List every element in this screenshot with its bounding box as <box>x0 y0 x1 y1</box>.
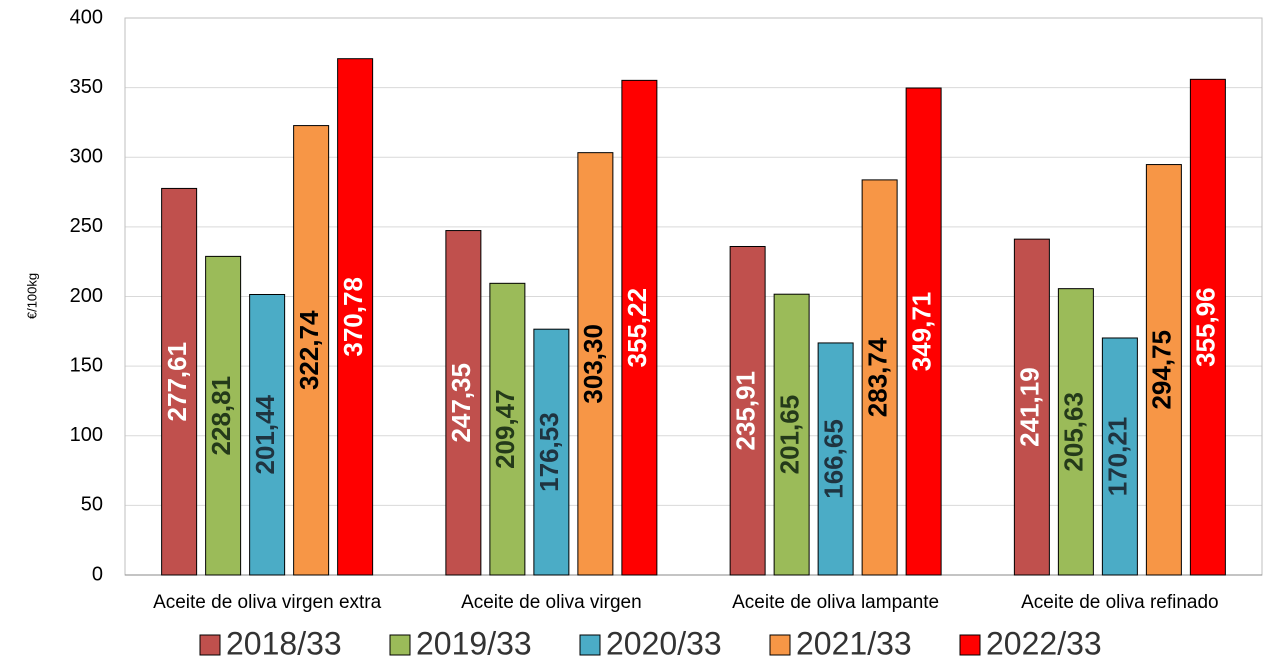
data-label: 166,65 <box>819 419 849 499</box>
data-label: 235,91 <box>731 371 761 451</box>
legend-label: 2022/33 <box>986 625 1102 661</box>
data-label: 247,35 <box>446 363 476 443</box>
bar <box>1013 238 1050 576</box>
bar <box>577 152 614 576</box>
data-label: 349,71 <box>907 292 937 372</box>
bar <box>905 87 942 576</box>
data-label: 241,19 <box>1015 367 1045 447</box>
y-tick-label: 200 <box>70 285 103 307</box>
data-label: 205,63 <box>1059 392 1089 472</box>
legend-swatch <box>769 634 791 656</box>
bar <box>161 187 198 576</box>
data-label: 283,74 <box>863 337 893 417</box>
bar <box>1189 78 1226 576</box>
data-label: 355,22 <box>622 288 652 368</box>
bar <box>1057 288 1094 576</box>
y-tick-label: 100 <box>70 424 103 446</box>
data-label: 294,75 <box>1147 330 1177 410</box>
y-tick-label: 300 <box>70 146 103 168</box>
y-tick-label: 250 <box>70 215 103 237</box>
bar <box>773 293 810 576</box>
bar <box>1145 164 1182 576</box>
legend-swatch <box>959 634 981 656</box>
legend-label: 2018/33 <box>226 625 342 661</box>
x-tick-label: Aceite de oliva lampante <box>732 592 939 613</box>
bar <box>249 293 286 576</box>
bar <box>861 179 898 576</box>
legend-label: 2020/33 <box>606 625 722 661</box>
y-axis-label: €/100kg <box>24 273 39 319</box>
x-tick-label: Aceite de oliva virgen <box>461 592 642 613</box>
data-label: 322,74 <box>294 310 324 390</box>
data-label: 277,61 <box>162 342 192 422</box>
legend-swatch <box>199 634 221 656</box>
legend-swatch <box>389 634 411 656</box>
bar <box>205 255 242 576</box>
data-label: 201,44 <box>250 394 280 474</box>
data-label: 355,96 <box>1191 287 1221 367</box>
x-tick-label: Aceite de oliva virgen extra <box>153 592 382 613</box>
y-tick-label: 350 <box>70 76 103 98</box>
data-label: 209,47 <box>490 389 520 469</box>
bar <box>729 245 766 576</box>
bar <box>293 125 330 576</box>
y-tick-label: 400 <box>70 6 103 28</box>
bar <box>1101 337 1138 576</box>
data-label: 201,65 <box>775 395 805 475</box>
data-label: 176,53 <box>534 412 564 492</box>
data-label: 370,78 <box>338 277 368 357</box>
y-tick-label: 0 <box>92 563 103 585</box>
bar <box>817 342 854 576</box>
legend-label: 2021/33 <box>796 625 912 661</box>
bar <box>533 328 570 576</box>
bar <box>337 58 374 576</box>
y-tick-label: 150 <box>70 354 103 376</box>
bar <box>621 79 658 576</box>
y-tick-label: 50 <box>81 494 103 516</box>
x-tick-label: Aceite de oliva refinado <box>1021 592 1219 613</box>
legend-label: 2019/33 <box>416 625 532 661</box>
bar <box>445 230 482 576</box>
data-label: 170,21 <box>1103 417 1133 497</box>
data-label: 303,30 <box>578 324 608 404</box>
legend-swatch <box>579 634 601 656</box>
bar <box>489 282 526 576</box>
data-label: 228,81 <box>206 376 236 456</box>
